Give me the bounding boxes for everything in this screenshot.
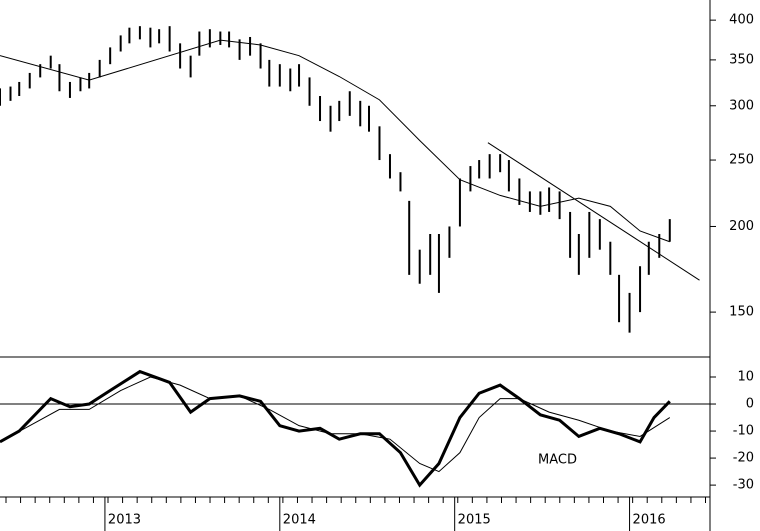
x-tick-label: 2015 [458, 513, 491, 528]
y-tick-label: -20 [733, 451, 754, 466]
x-tick-label: 2014 [283, 513, 316, 528]
trendline [487, 142, 700, 281]
annotation: MACD [538, 453, 577, 468]
y-tick-label: 250 [729, 153, 754, 168]
x-tick-label: 2016 [633, 513, 666, 528]
y-tick-label: -10 [733, 424, 754, 439]
macd-line [0, 369, 671, 488]
y-tick-label: 350 [729, 52, 754, 67]
y-tick-label: 10 [737, 370, 754, 385]
y-tick-label: 400 [729, 13, 754, 28]
y-tick-label: -30 [733, 478, 754, 493]
y-tick-label: 200 [729, 219, 754, 234]
y-tick-label: 0 [746, 397, 754, 412]
x-tick-label: 2013 [108, 513, 141, 528]
y-tick-label: 150 [729, 305, 754, 320]
y-tick-label: 300 [729, 98, 754, 113]
moving-average [0, 39, 670, 243]
